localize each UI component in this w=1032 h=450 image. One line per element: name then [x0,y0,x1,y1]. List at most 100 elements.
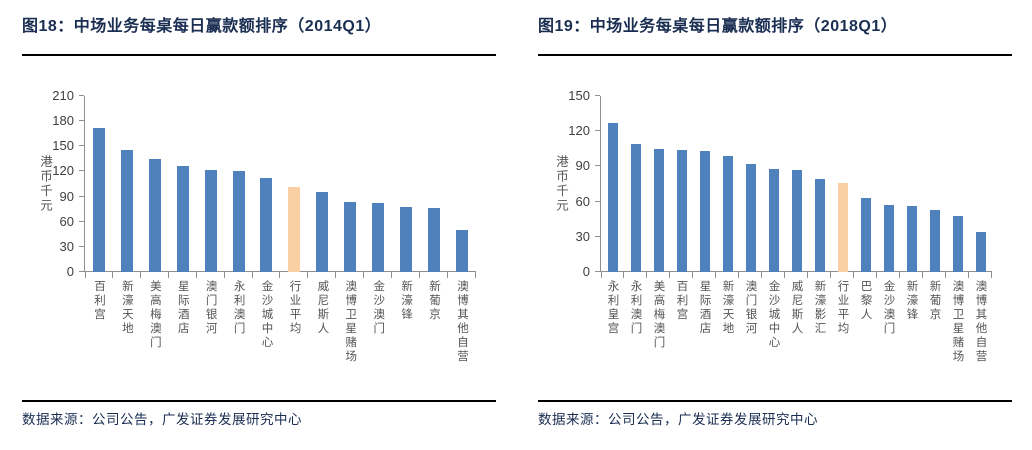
category-label: 新濠锋 [900,280,923,364]
bar [400,207,413,272]
category-label: 威尼斯人 [785,280,808,364]
x-tick-mark [945,272,946,278]
category-label: 永利皇宫 [601,280,624,364]
bar [148,159,161,272]
category-label: 行业平均 [831,280,854,364]
bar-column [900,96,923,278]
y-tick-label: 90 [575,158,590,173]
category-labels: 百利宫 新濠天地 美高梅澳门 星际酒店 澳门银河 永利澳门 金沙城中心 行业平均 威尼斯人 澳博卫… [85,280,476,364]
chart-panel-2014q1: 图18：中场业务每桌每日赢款额排序（2014Q1） 港币千元 0 30 60 90 12… [22,18,496,427]
chart-title-2018q1: 图19：中场业务每桌每日赢款额排序（2018Q1） [538,18,898,35]
x-tick-mark [363,272,365,278]
category-label: 新葡京 [923,280,946,364]
x-tick-mark [446,272,448,278]
highlight-bar [288,187,301,272]
bar [92,128,105,272]
y-tick-mark [79,120,84,121]
chart-panel-2018q1: 图19：中场业务每桌每日赢款额排序（2018Q1） 港币千元 0 30 60 90 12… [516,0,1032,450]
bar-column [785,96,808,278]
bar-column [197,96,225,278]
x-tick-mark [738,272,739,278]
y-axis-title: 港币千元 [38,155,52,213]
category-label-text: 行业平均 [288,280,301,336]
bar-column [225,96,253,278]
category-label-text: 美高梅澳门 [652,280,665,350]
bar [607,123,618,272]
y-tick-label: 210 [52,88,74,103]
bar [204,170,217,272]
category-label: 新濠影汇 [808,280,831,364]
y-tick-mark [79,221,84,222]
category-label-text: 永利澳门 [232,280,245,336]
source-divider [22,400,496,402]
bar-column [85,96,113,278]
y-tick-mark [595,271,600,272]
category-label: 澳博其他自营 [969,280,992,364]
y-tick-mark [595,130,600,131]
bar-column [877,96,900,278]
x-tick-mark [991,272,992,278]
x-tick-mark [251,272,253,278]
x-tick-mark [111,272,113,278]
bar-column [141,96,169,278]
bar [260,178,273,272]
category-label-text: 澳博其他自营 [455,280,468,364]
category-label-text: 金沙城中心 [767,280,780,350]
category-label-text: 新濠影汇 [813,280,826,336]
category-labels: 永利皇宫 永利澳门 美高梅澳门 百利宫 星际酒店 新濠天地 澳门银河 金沙城中心 威尼斯人 新濠影… [601,280,992,364]
category-label: 金沙澳门 [364,280,392,364]
category-label: 澳博卫星赌场 [336,280,364,364]
x-tick-mark [167,272,169,278]
category-label: 新濠天地 [716,280,739,364]
source-divider [538,400,1012,402]
y-tick-label: 60 [59,214,74,229]
bar [722,156,733,272]
category-label-text: 新葡京 [428,280,441,322]
category-label-text: 新濠天地 [120,280,133,336]
category-label: 百利宫 [670,280,693,364]
category-label-text: 金沙城中心 [260,280,273,350]
y-tick-mark [595,165,600,166]
x-tick-mark [335,272,337,278]
category-label: 星际酒店 [169,280,197,364]
bar [676,150,687,272]
x-tick-mark [968,272,969,278]
x-tick-mark [922,272,923,278]
category-label: 永利澳门 [225,280,253,364]
category-label-text: 威尼斯人 [316,280,329,336]
bar-column [693,96,716,278]
y-axis-line [600,96,601,272]
bar-column [647,96,670,278]
title-divider [538,54,1012,56]
bar-column [923,96,946,278]
y-tick-mark [79,246,84,247]
bar-column [253,96,281,278]
plot-area: 0 30 60 90 120 150 180 210 百利宫 新濠天地 美高梅澳门 星际酒店 澳门银河 永… [52,88,476,364]
x-axis-corner-tick [601,272,602,278]
x-tick-mark [830,272,831,278]
category-label: 金沙城中心 [762,280,785,364]
category-label-text: 永利皇宫 [606,280,619,336]
y-tick-mark [79,196,84,197]
bar [768,169,779,272]
x-tick-mark [715,272,716,278]
category-label-text: 新濠锋 [905,280,918,322]
y-tick-mark [595,236,600,237]
x-tick-mark [419,272,421,278]
x-tick-mark [784,272,785,278]
y-tick-label: 60 [575,194,590,209]
bar-column [113,96,141,278]
bar [745,164,756,272]
y-tick-label: 180 [52,113,74,128]
bar [344,202,357,272]
category-label-text: 金沙澳门 [882,280,895,336]
category-label-text: 星际酒店 [176,280,189,336]
bar-column [364,96,393,278]
category-label-text: 新濠天地 [721,280,734,336]
category-label-text: 金沙澳门 [372,280,385,336]
y-tick-label: 0 [66,264,74,279]
y-tick-label: 150 [52,138,74,153]
bar-column [420,96,448,278]
bar-columns [85,96,476,278]
